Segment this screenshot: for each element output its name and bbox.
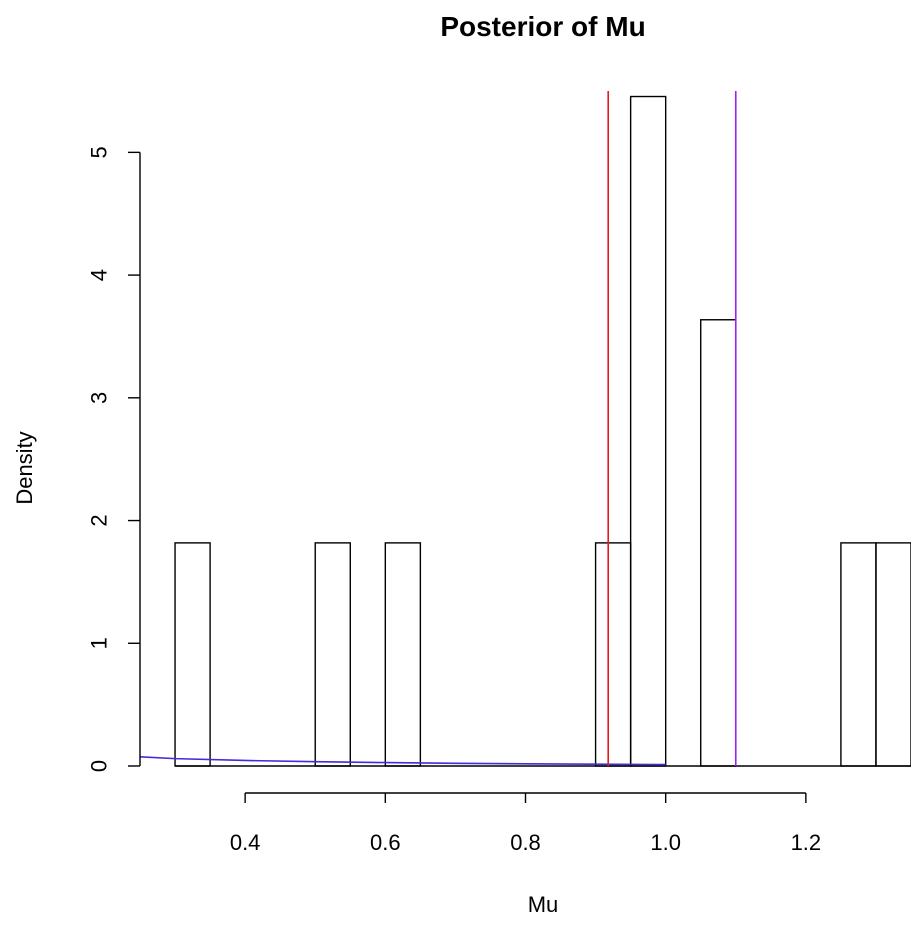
histogram-bars	[174, 95, 911, 767]
histogram-bar	[875, 542, 911, 767]
density-curve	[139, 755, 666, 766]
x-tick-label: 0.8	[510, 830, 541, 855]
y-tick-label: 1	[87, 637, 112, 649]
chart-title: Posterior of Mu	[440, 11, 645, 42]
x-tick-label: 0.4	[230, 830, 261, 855]
x-tick-label: 0.6	[370, 830, 401, 855]
histogram-bar	[840, 542, 877, 767]
histogram-bar	[629, 95, 667, 767]
x-tick-label: 1.0	[650, 830, 681, 855]
histogram-bar	[384, 542, 422, 767]
x-axis: 0.4 0.6 0.8 1.0 1.2	[230, 792, 822, 855]
y-tick-label: 2	[87, 514, 112, 526]
histogram-bar	[314, 542, 351, 767]
y-tick-label: 4	[87, 269, 112, 281]
x-axis-title: Mu	[528, 892, 559, 917]
histogram-bar	[700, 319, 737, 767]
y-tick-label: 0	[87, 760, 112, 772]
y-tick-label: 3	[87, 392, 112, 404]
x-tick-label: 1.2	[791, 830, 822, 855]
y-tick-label: 5	[87, 146, 112, 158]
y-axis: 0 1 2 3 4 5	[87, 146, 141, 772]
histogram-bar	[174, 542, 211, 767]
reference-lines	[607, 91, 737, 766]
y-axis-title: Density	[12, 431, 37, 504]
histogram-bar	[594, 542, 632, 767]
